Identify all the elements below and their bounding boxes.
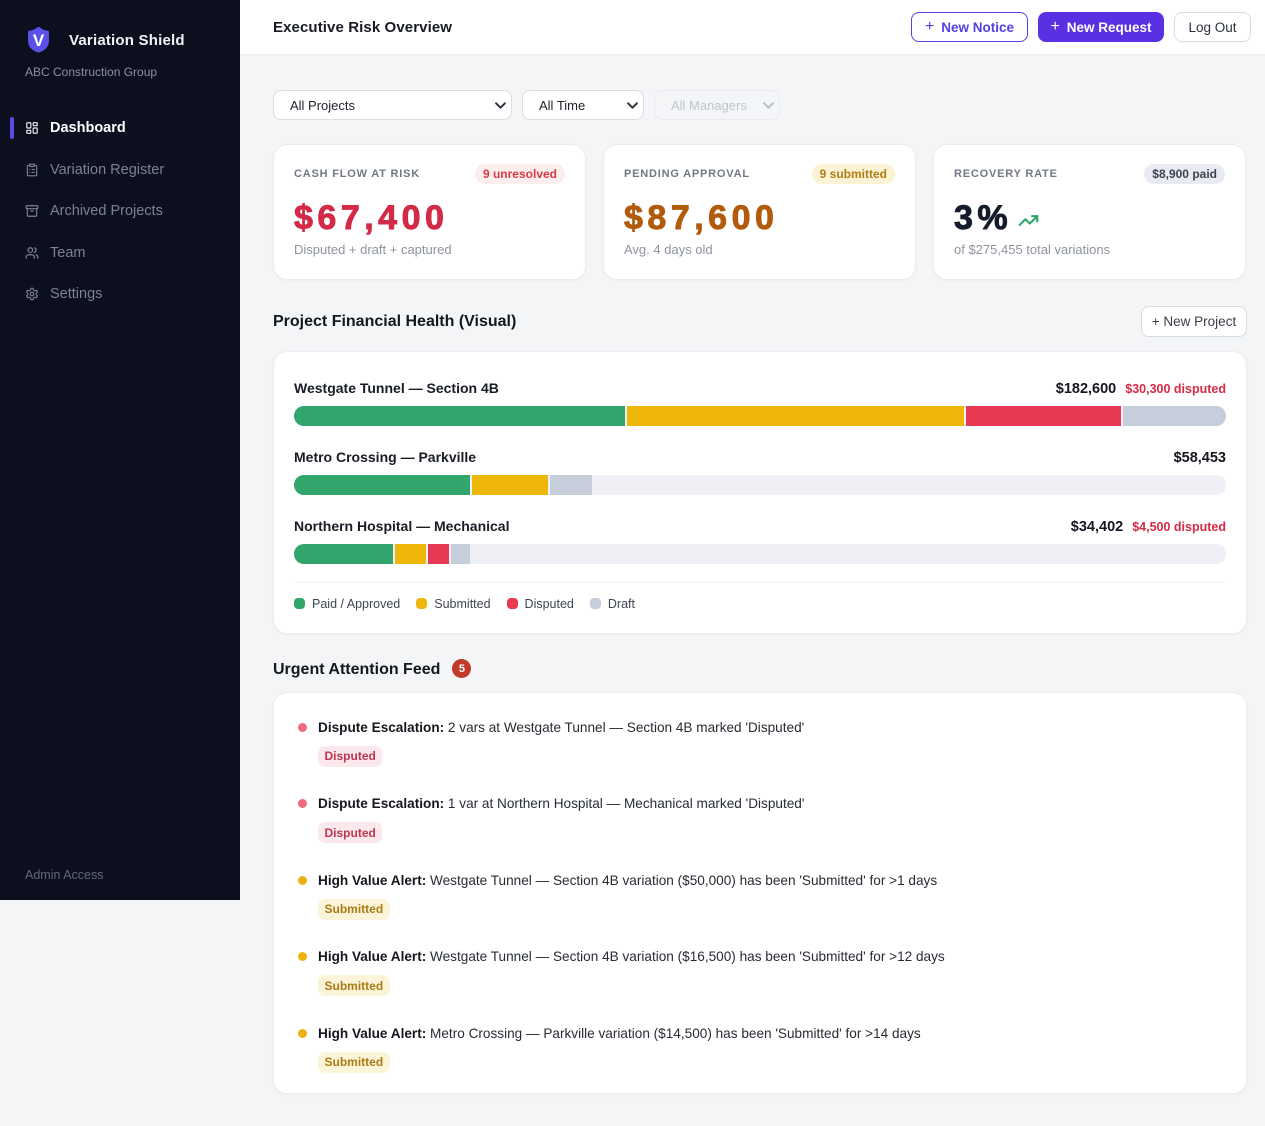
svg-text:V: V [33,31,45,50]
